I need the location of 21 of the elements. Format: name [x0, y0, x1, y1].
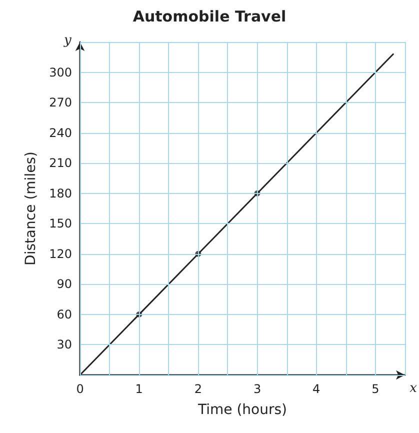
y-tick-label: 60	[56, 307, 72, 322]
text: x	[410, 381, 418, 396]
x-tick-label: 0	[76, 382, 84, 396]
x-tick-label: 4	[312, 382, 320, 396]
y-tick-label: 300	[49, 65, 72, 80]
x-axis-title: Time (hours)	[197, 402, 287, 418]
y-tick-label: 30	[56, 338, 72, 352]
chart-title: Automobile Travel	[132, 8, 286, 26]
y-tick-label: 150	[49, 216, 72, 231]
y-tick-label: 210	[49, 156, 72, 170]
y-tick-label: 270	[49, 96, 72, 110]
x-tick-label: 5	[372, 382, 380, 396]
y-tick-label: 120	[49, 246, 72, 261]
text: y	[63, 33, 72, 48]
y-tick-label: 240	[49, 126, 72, 140]
y-axis-title: Distance (miles)	[23, 152, 39, 266]
x-tick-label: 2	[194, 382, 202, 396]
x-tick-label: 3	[253, 382, 262, 396]
x-tick-label: 1	[135, 382, 143, 396]
y-tick-label: 180	[49, 186, 72, 200]
y-tick-label: 90	[56, 277, 72, 292]
